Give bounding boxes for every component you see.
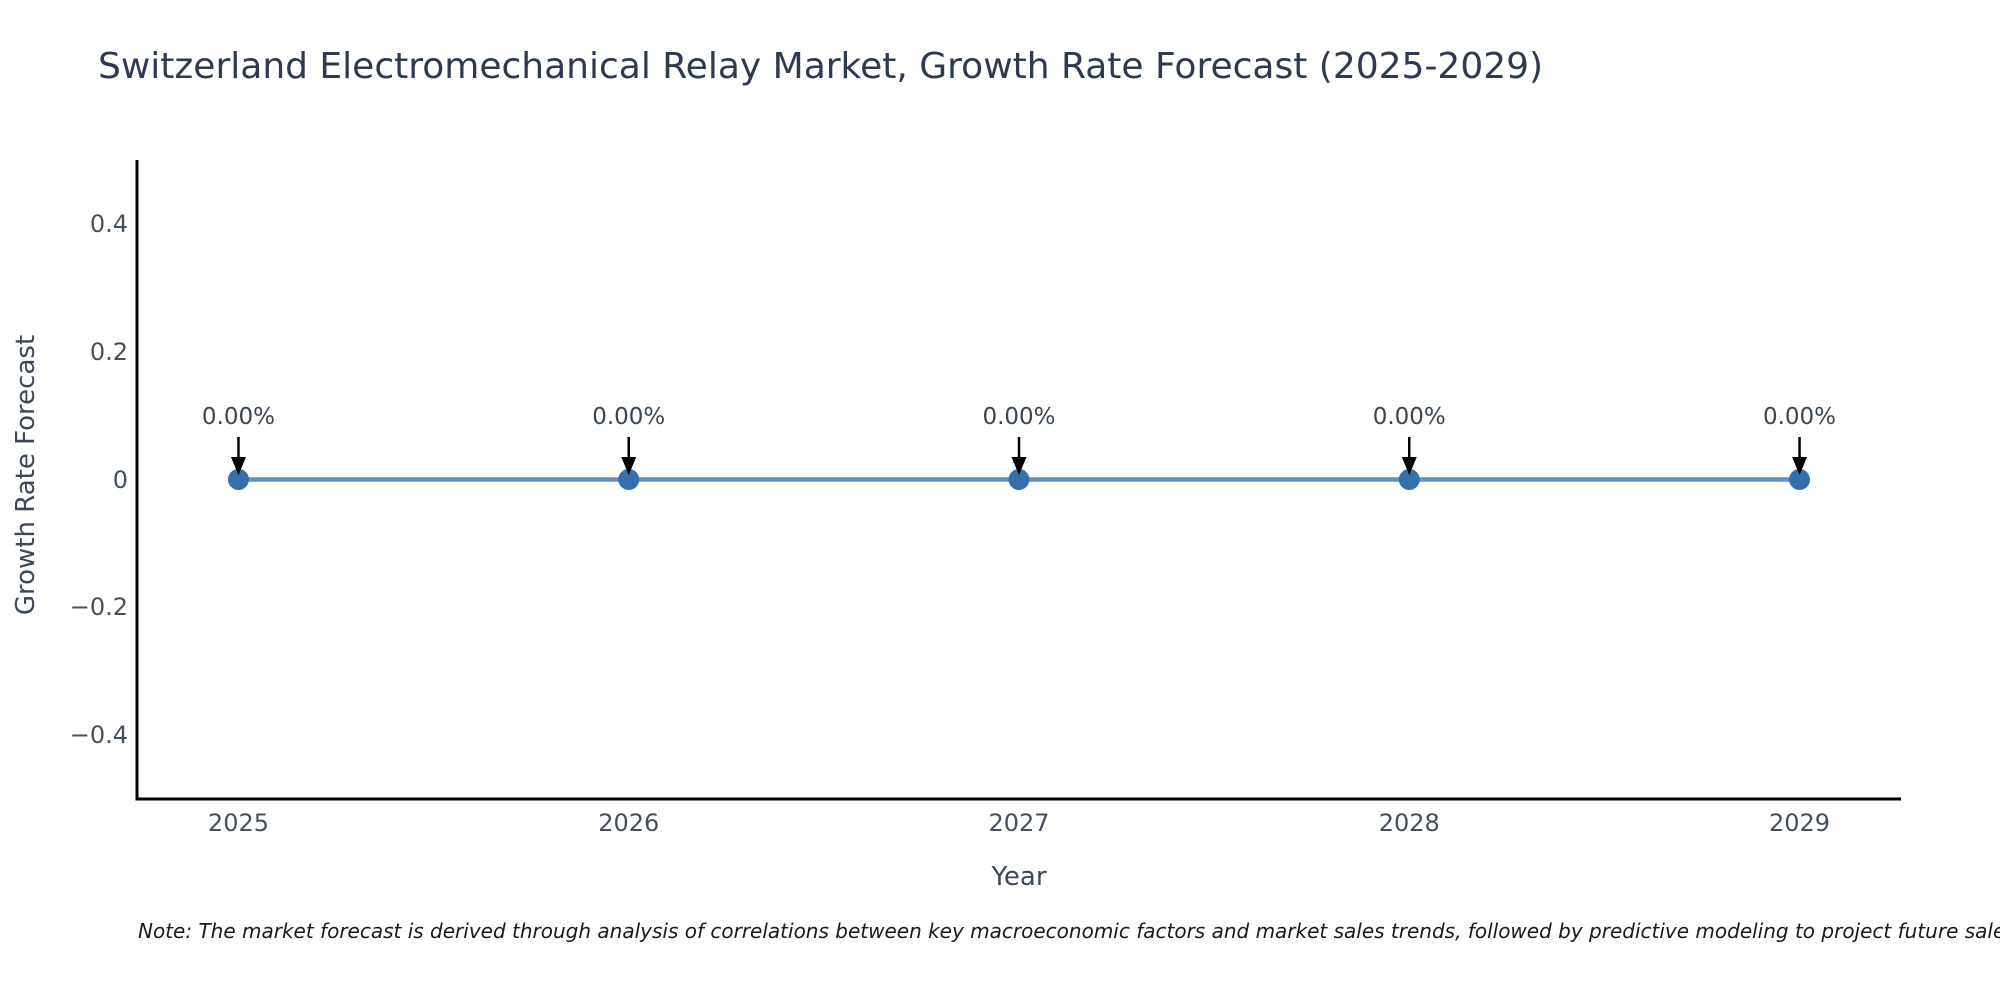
x-tick-label: 2025 [207,809,269,837]
data-point-2029 [1789,469,1811,490]
annotation-arrow-head [1792,457,1808,475]
x-tick-label: 2028 [1378,809,1440,837]
annotation-arrow-head [230,457,246,475]
point-annotation-2025: 0.00% [201,404,275,430]
data-point-2028 [1398,469,1420,490]
point-annotation-2026: 0.00% [592,404,666,430]
y-tick-label: 0.2 [89,337,128,366]
data-point-2026 [618,469,640,490]
annotation-arrow-head [1401,457,1417,475]
point-annotation-2027: 0.00% [982,404,1056,430]
y-tick-label: 0 [112,465,128,494]
x-tick-label: 2027 [988,809,1050,837]
data-point-2027 [1008,469,1030,490]
y-tick-label: −0.4 [69,721,128,750]
point-annotation-2029: 0.00% [1762,404,1837,430]
x-tick-label: 2029 [1768,809,1831,837]
y-tick-label: −0.2 [69,593,128,622]
chart-title: Switzerland Electromechanical Relay Mark… [98,46,1544,87]
x-tick-label: 2026 [598,809,660,837]
data-point-2025 [227,469,249,490]
x-axis-title: Year [991,862,1047,892]
point-annotation-2028: 0.00% [1372,404,1446,430]
footnote: Note: The market forecast is derived thr… [138,919,2000,943]
annotation-arrow-head [621,457,637,475]
annotation-arrow-head [1011,457,1027,475]
y-tick-label: 0.4 [89,209,128,238]
